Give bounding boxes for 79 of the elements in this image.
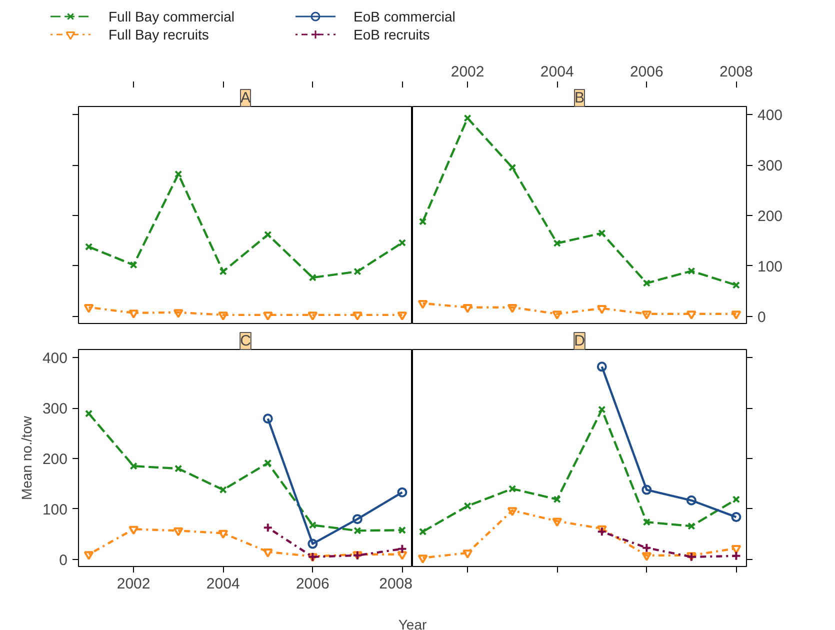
x-tick-label: 2008 bbox=[720, 64, 753, 80]
point bbox=[418, 554, 428, 564]
legend-label: Full Bay recruits bbox=[108, 26, 209, 42]
point bbox=[308, 312, 318, 321]
point bbox=[128, 310, 139, 319]
point bbox=[507, 507, 518, 516]
point bbox=[508, 484, 516, 493]
x-tick-label: 2008 bbox=[379, 576, 413, 592]
point bbox=[84, 242, 93, 251]
y-tick-label: 100 bbox=[42, 501, 68, 518]
y-tick-label: 400 bbox=[758, 107, 783, 124]
point bbox=[308, 274, 316, 282]
point bbox=[732, 281, 740, 289]
point bbox=[642, 310, 652, 320]
point bbox=[130, 261, 138, 269]
point bbox=[418, 218, 427, 226]
legend-label: EoB recruits bbox=[354, 26, 430, 42]
x-tick-label: 2002 bbox=[116, 576, 150, 592]
point bbox=[218, 312, 228, 321]
point bbox=[731, 550, 742, 561]
point bbox=[686, 310, 696, 320]
point bbox=[418, 300, 428, 309]
point bbox=[352, 312, 362, 321]
point bbox=[688, 522, 696, 530]
point bbox=[462, 304, 473, 313]
chart-title: C bbox=[240, 332, 252, 350]
point bbox=[731, 310, 742, 320]
point bbox=[732, 496, 740, 504]
point bbox=[398, 238, 406, 247]
x-tick-label: 2006 bbox=[630, 64, 664, 80]
y-axis-title: Mean no./tow bbox=[18, 415, 34, 500]
chart-title: D bbox=[574, 332, 586, 350]
point bbox=[596, 526, 607, 537]
point bbox=[731, 545, 742, 554]
point bbox=[464, 114, 472, 122]
y-tick-label: 0 bbox=[758, 308, 766, 326]
y-tick-label: 0 bbox=[59, 552, 68, 569]
point bbox=[553, 239, 561, 248]
chart-title: B bbox=[574, 90, 585, 106]
point bbox=[596, 525, 607, 534]
x-axis-title: Year bbox=[398, 616, 427, 630]
point bbox=[462, 550, 473, 558]
point bbox=[552, 310, 562, 320]
point bbox=[264, 230, 272, 239]
point bbox=[642, 552, 652, 562]
x-tick-label: 2004 bbox=[540, 64, 574, 80]
point bbox=[418, 528, 427, 536]
point bbox=[173, 309, 184, 318]
point bbox=[219, 268, 227, 276]
point bbox=[397, 312, 408, 321]
point bbox=[508, 164, 516, 172]
y-tick-label: 300 bbox=[758, 158, 783, 175]
point bbox=[262, 312, 273, 321]
point bbox=[174, 170, 182, 178]
point bbox=[686, 495, 696, 506]
legend-label: Full Bay commercial bbox=[108, 8, 235, 24]
point bbox=[552, 518, 562, 527]
point bbox=[688, 267, 696, 275]
legend-label: EoB commercial bbox=[354, 8, 456, 24]
point bbox=[642, 279, 650, 287]
point bbox=[464, 502, 472, 510]
point bbox=[598, 229, 606, 237]
x-tick-label: 2002 bbox=[450, 64, 484, 80]
point bbox=[507, 304, 518, 313]
point bbox=[553, 496, 561, 504]
point bbox=[598, 406, 606, 414]
point bbox=[642, 484, 652, 495]
y-tick-label: 200 bbox=[42, 451, 68, 468]
x-tick-label: 2006 bbox=[296, 576, 330, 592]
y-tick-label: 100 bbox=[758, 258, 783, 276]
x-tick-label: 2004 bbox=[206, 576, 240, 592]
y-tick-label: 300 bbox=[42, 400, 68, 418]
y-tick-label: 400 bbox=[42, 350, 68, 368]
point bbox=[354, 268, 362, 276]
point bbox=[642, 518, 650, 526]
y-tick-label: 200 bbox=[758, 208, 783, 226]
point bbox=[84, 304, 94, 313]
point bbox=[596, 305, 607, 314]
point bbox=[642, 542, 652, 553]
